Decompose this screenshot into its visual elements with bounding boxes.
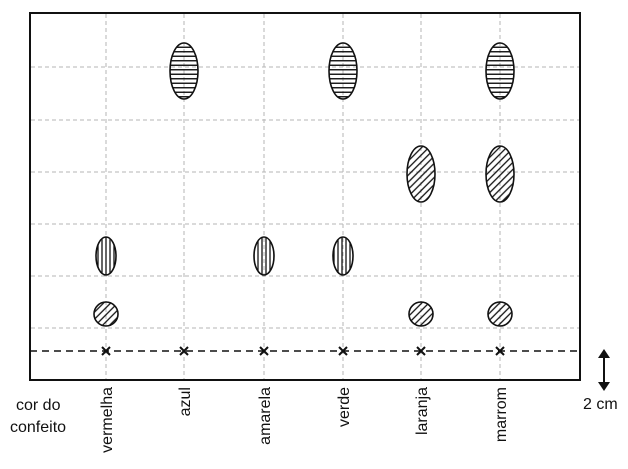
spot-azul-0 [169, 42, 199, 100]
origin-mark-2 [259, 346, 269, 356]
origin-mark-5 [495, 346, 505, 356]
scale-label: 2 cm [583, 396, 618, 413]
origin-mark-3 [338, 346, 348, 356]
scale-arrow [598, 349, 610, 391]
origin-mark-4 [416, 346, 426, 356]
lane-label-laranja: laranja [414, 387, 431, 435]
spot-verde-0 [332, 236, 354, 276]
lane-label-marrom: marrom [493, 387, 510, 442]
spots-layer [93, 42, 515, 327]
spot-vermelha-0 [93, 301, 119, 327]
spot-marrom-0 [487, 301, 513, 327]
spot-laranja-0 [408, 301, 434, 327]
spot-verde-1 [328, 42, 358, 100]
legend-line-1: cor do [16, 397, 61, 414]
paper-frame [29, 12, 581, 381]
lane-label-vermelha: vermelha [99, 387, 116, 453]
lane-labels: vermelha azul amarela verde laranja marrom [99, 387, 510, 453]
spot-marrom-2 [485, 42, 515, 100]
spot-amarela-0 [253, 236, 275, 276]
legend-line-2: confeito [10, 419, 66, 436]
lane-label-amarela: amarela [257, 387, 274, 445]
lane-label-verde: verde [336, 387, 353, 427]
lane-label-azul: azul [177, 387, 194, 416]
origin-marks [101, 346, 505, 356]
spot-vermelha-1 [95, 236, 117, 276]
origin-mark-0 [101, 346, 111, 356]
origin-mark-1 [179, 346, 189, 356]
spot-marrom-1 [485, 145, 515, 203]
spot-laranja-1 [406, 145, 436, 203]
